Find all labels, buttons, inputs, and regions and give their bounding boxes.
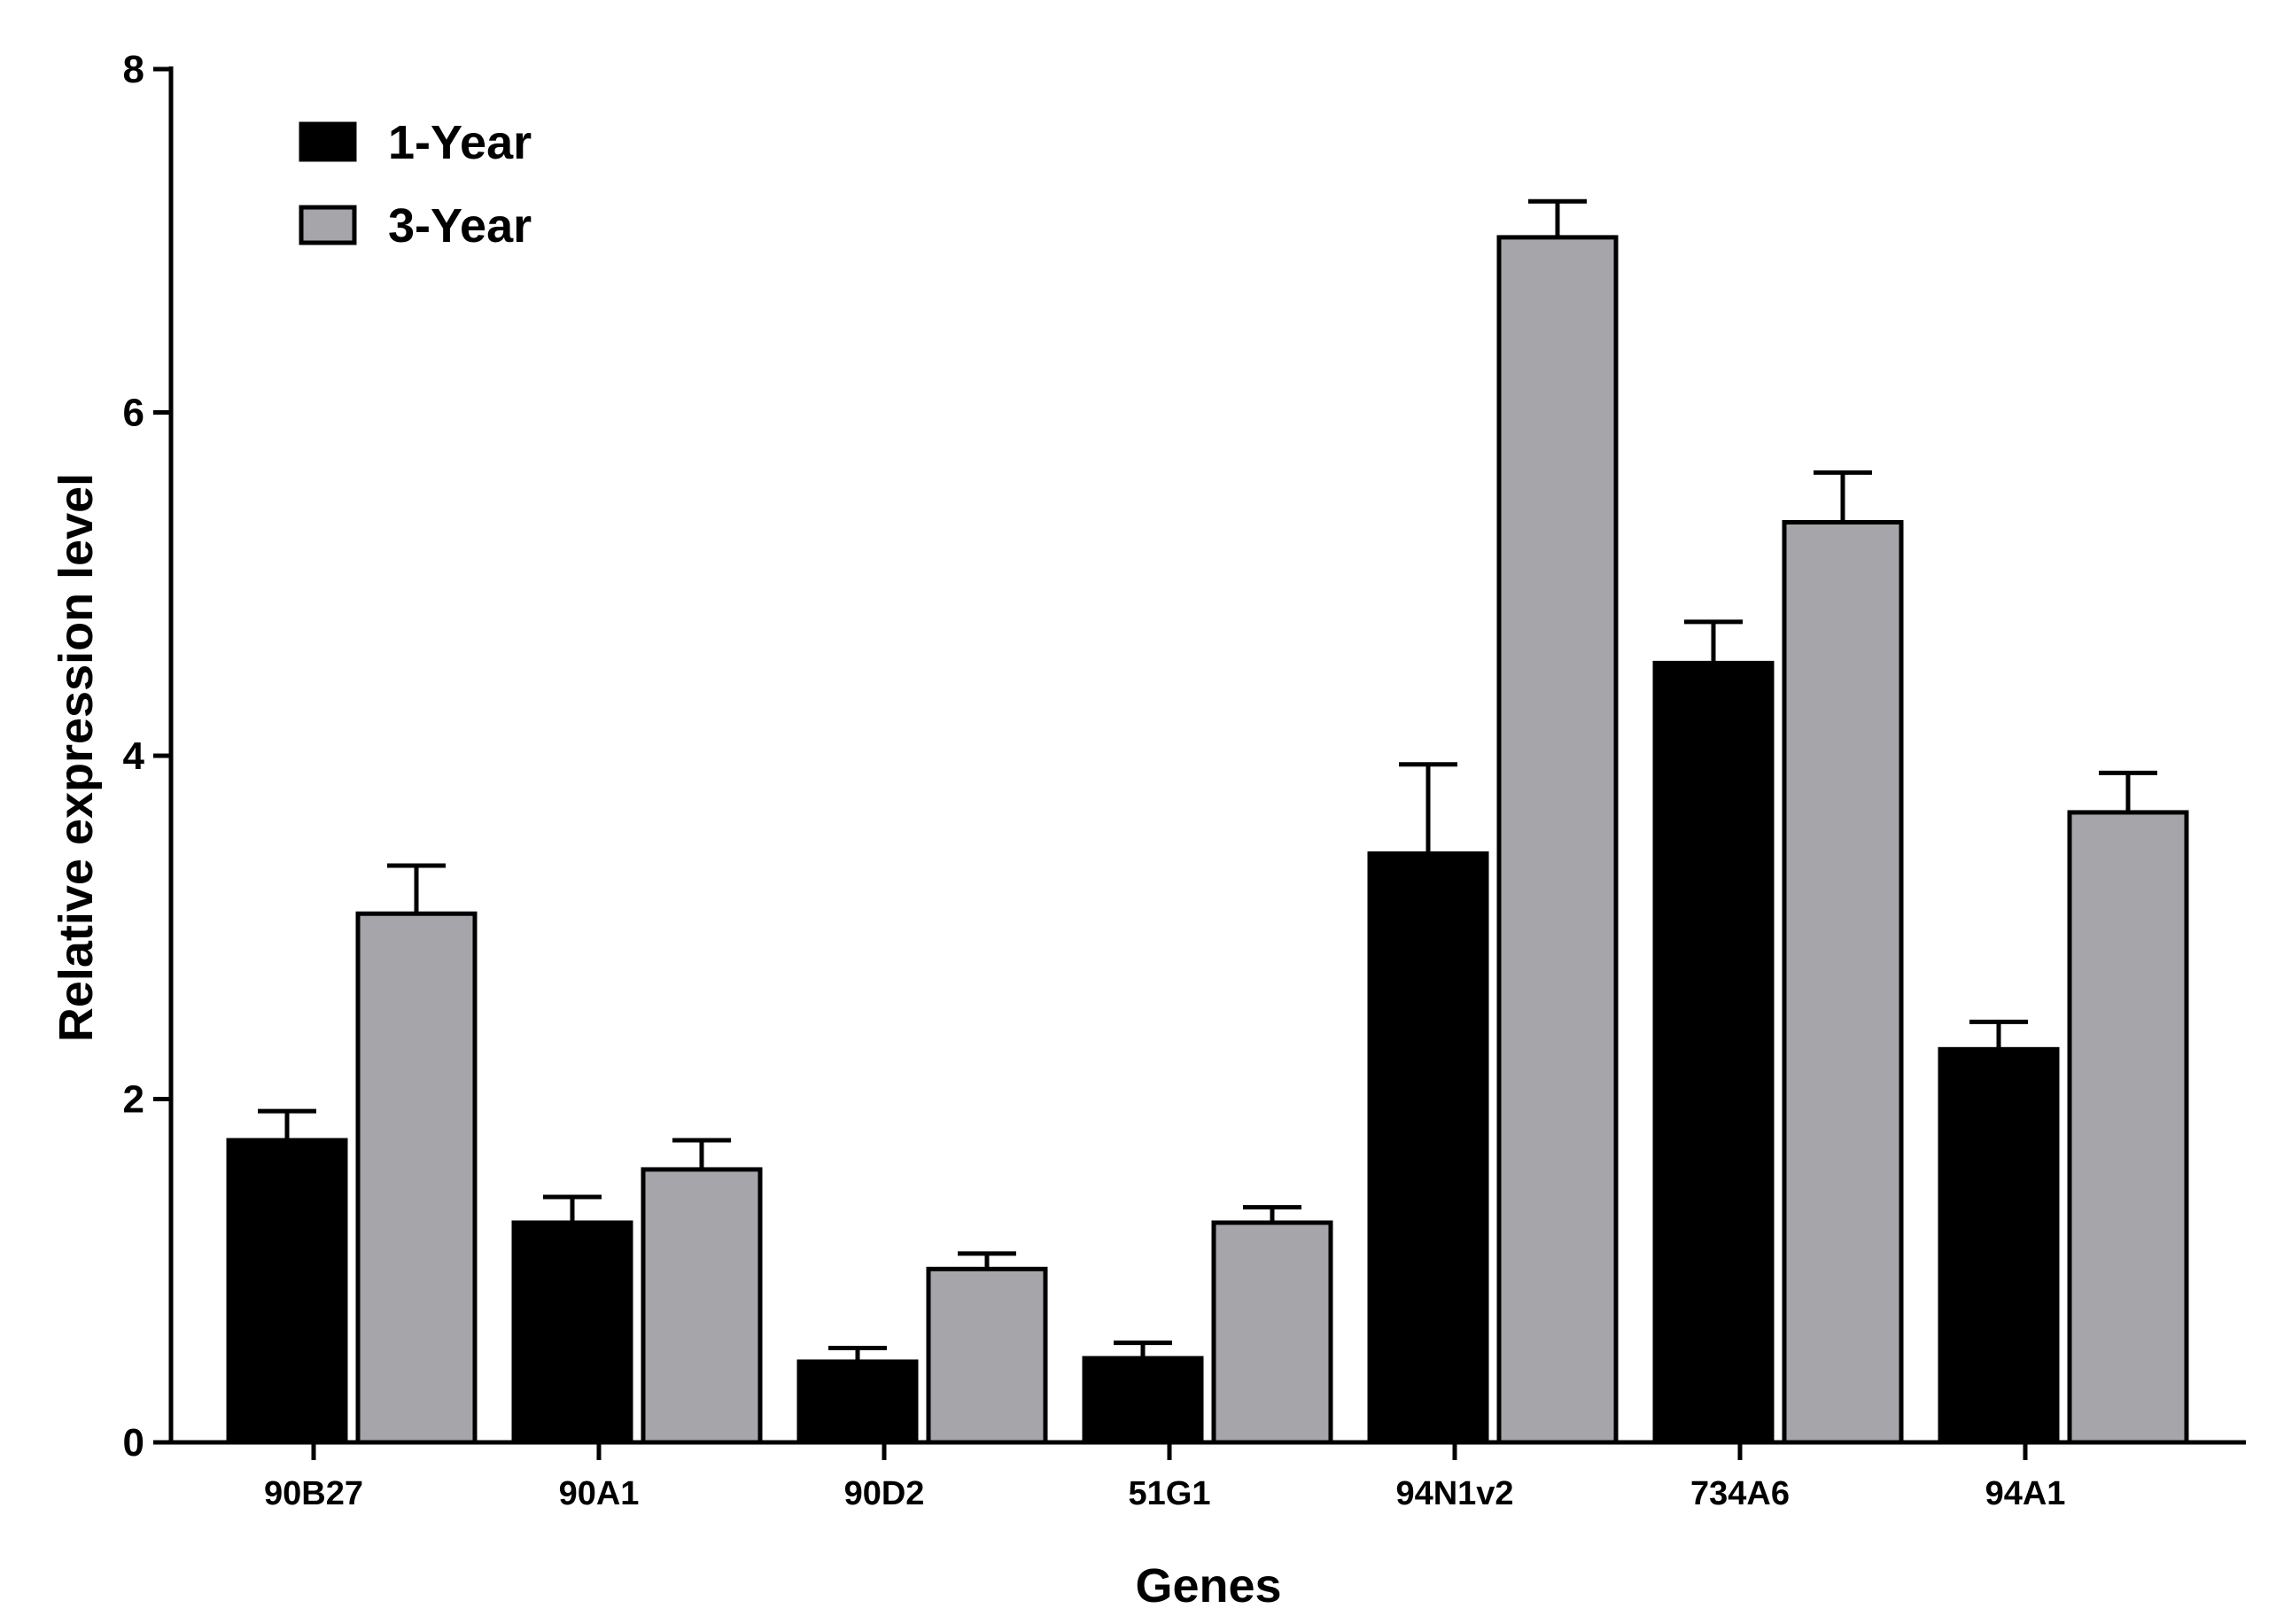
legend-swatch-1-year <box>299 121 357 162</box>
error-bars-layer <box>258 198 2157 1362</box>
bar-1-year-94n1v2 <box>1367 851 1489 1445</box>
y-tick-label-2: 2 <box>123 1078 144 1122</box>
y-tick-label-0: 0 <box>123 1421 144 1465</box>
bar-3-year-90a1 <box>641 1167 763 1445</box>
axes-layer <box>153 66 2246 1460</box>
bar-3-year-90d2 <box>926 1266 1048 1445</box>
x-tick-label-90d2: 90D2 <box>844 1475 925 1512</box>
x-tick-label-90a1: 90A1 <box>559 1475 640 1512</box>
bars-layer <box>226 235 2189 1445</box>
bar-1-year-90d2 <box>796 1359 919 1445</box>
bar-1-year-90b27 <box>226 1138 348 1445</box>
x-tick-label-51g1: 51G1 <box>1129 1475 1211 1512</box>
y-tick-label-8: 8 <box>123 48 144 91</box>
x-tick-label-94n1v2: 94N1v2 <box>1395 1475 1513 1512</box>
bar-3-year-51g1 <box>1211 1220 1333 1445</box>
labels-layer: 0 2 4 6 8 90B27 90A1 90D2 51G1 94N1v2 734A6 94A1 Gen… <box>50 48 2065 1612</box>
y-tick-label-6: 6 <box>123 392 144 435</box>
x-tick-label-734a6: 734A6 <box>1690 1475 1790 1512</box>
legend: 1-Year 3-Year <box>299 116 532 253</box>
bar-3-year-90b27 <box>355 911 478 1445</box>
bar-1-year-51g1 <box>1082 1356 1204 1445</box>
bar-1-year-734a6 <box>1652 660 1775 1445</box>
y-tick-label-4: 4 <box>123 734 145 778</box>
legend-swatch-3-year <box>299 205 357 245</box>
bar-3-year-734a6 <box>1782 520 1904 1445</box>
y-axis-title: Relative expression level <box>50 473 103 1042</box>
x-tick-label-94a1: 94A1 <box>1985 1475 2066 1512</box>
x-tick-label-90b27: 90B27 <box>264 1475 363 1512</box>
legend-label-3-year: 3-Year <box>388 199 532 253</box>
bar-1-year-90a1 <box>511 1220 633 1445</box>
bar-1-year-94a1 <box>1938 1046 2060 1445</box>
legend-label-1-year: 1-Year <box>388 116 532 169</box>
bar-3-year-94n1v2 <box>1496 235 1619 1445</box>
x-axis-title: Genes <box>1135 1559 1281 1612</box>
bar-3-year-94a1 <box>2067 810 2189 1445</box>
